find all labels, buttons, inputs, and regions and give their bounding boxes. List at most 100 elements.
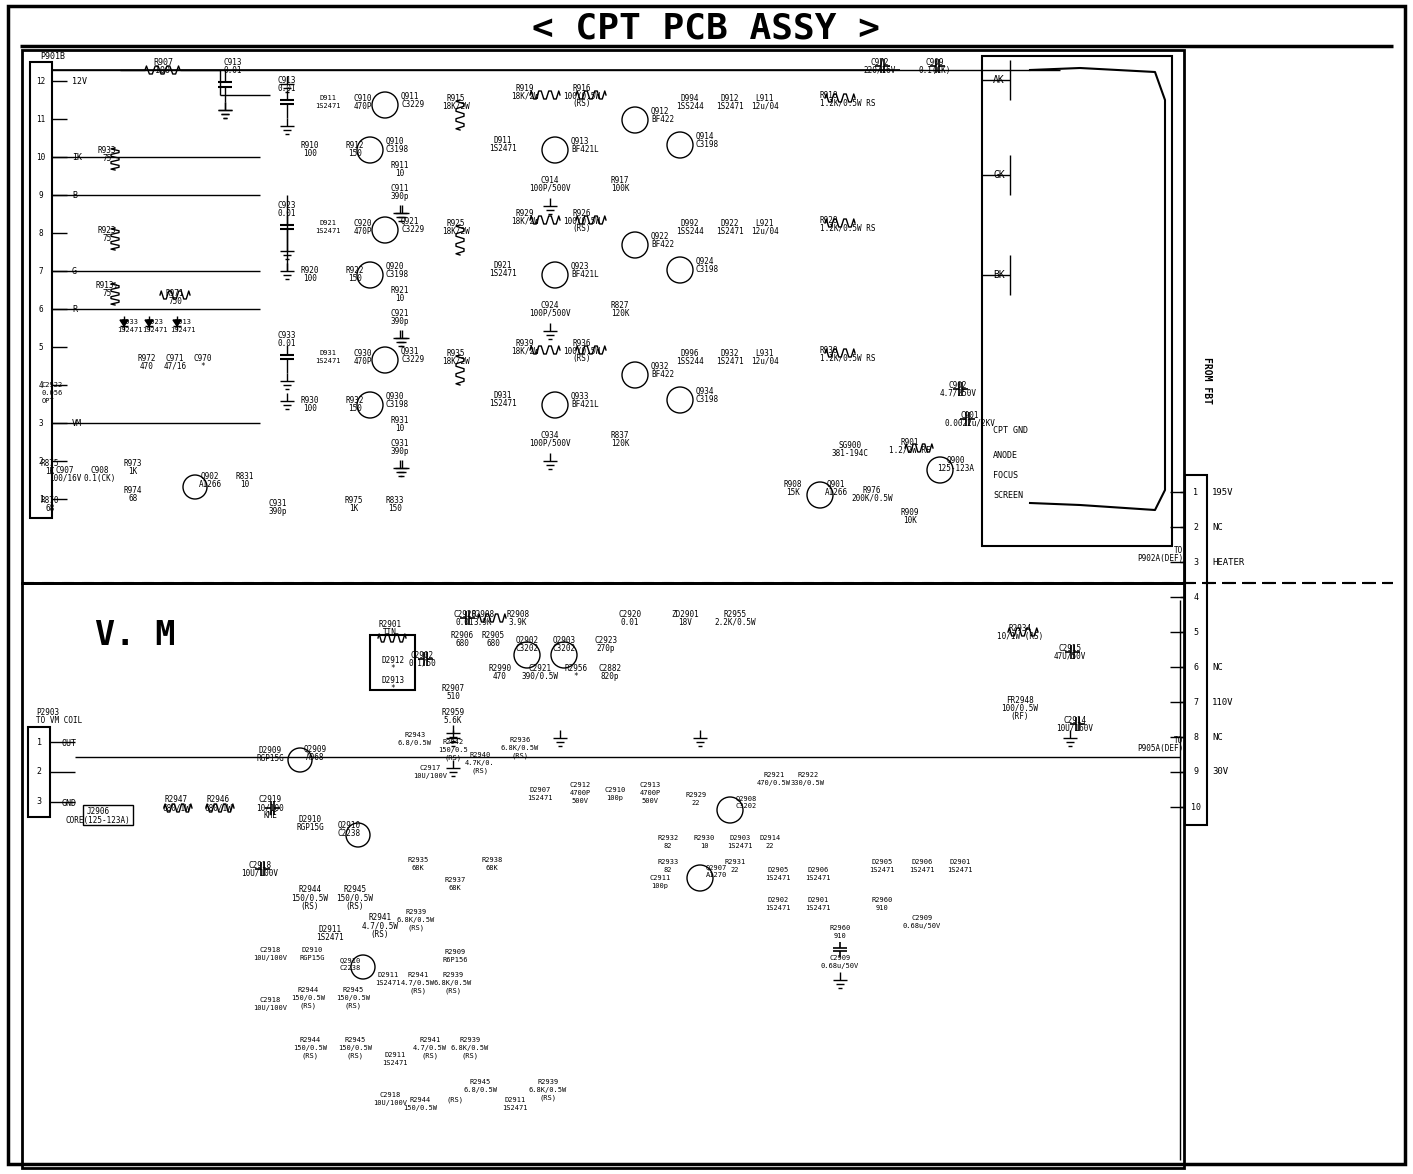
Text: D913: D913: [174, 319, 192, 325]
Text: R929: R929: [516, 209, 534, 217]
Text: 22: 22: [692, 799, 701, 807]
Text: R975: R975: [345, 495, 363, 505]
Text: (RS): (RS): [462, 1053, 479, 1059]
Text: (RS): (RS): [346, 1053, 363, 1059]
Text: 11: 11: [37, 115, 45, 123]
Text: R917: R917: [610, 175, 629, 184]
Text: 18K/2W: 18K/2W: [512, 92, 538, 101]
Text: Q2910: Q2910: [339, 957, 360, 963]
Text: Q913: Q913: [571, 136, 589, 146]
Text: 6.8K/0.5W: 6.8K/0.5W: [500, 745, 540, 751]
Text: R2955: R2955: [723, 609, 746, 619]
Text: 2: 2: [38, 457, 44, 466]
Text: ANODE: ANODE: [993, 451, 1017, 459]
Text: R2944: R2944: [298, 885, 322, 895]
Text: 18K/2W: 18K/2W: [512, 346, 538, 356]
Text: 10U/100V: 10U/100V: [253, 1005, 287, 1011]
Text: R2930: R2930: [694, 835, 715, 841]
Text: VM: VM: [72, 418, 82, 427]
Text: D2901: D2901: [950, 859, 971, 865]
Text: 4.7/0.5W: 4.7/0.5W: [401, 980, 435, 986]
Text: 1S2471: 1S2471: [716, 227, 743, 236]
Text: 18K/2W: 18K/2W: [512, 216, 538, 225]
Text: R2922: R2922: [797, 772, 818, 778]
Text: C2909: C2909: [911, 915, 933, 920]
Text: 22: 22: [731, 868, 739, 873]
Text: (RS): (RS): [410, 987, 427, 994]
Text: D2911: D2911: [504, 1097, 526, 1104]
Text: 22: 22: [766, 843, 774, 849]
Polygon shape: [146, 321, 153, 326]
Text: Q930: Q930: [386, 391, 404, 400]
Text: R935: R935: [447, 349, 465, 358]
Text: 500V: 500V: [571, 798, 588, 804]
Text: 10U/100V: 10U/100V: [253, 954, 287, 962]
Text: 470P: 470P: [353, 357, 372, 365]
Text: R2909: R2909: [444, 949, 466, 954]
Text: Q932: Q932: [651, 362, 670, 371]
Text: B: B: [72, 190, 76, 200]
Text: 9: 9: [38, 190, 44, 200]
Text: 6: 6: [1194, 662, 1198, 672]
Text: R2931: R2931: [725, 859, 746, 865]
Text: 381-194C: 381-194C: [831, 448, 869, 458]
Text: *: *: [574, 672, 578, 681]
Text: C2902: C2902: [410, 650, 434, 660]
Text: 1SS244: 1SS244: [677, 227, 704, 236]
Text: R2933: R2933: [657, 859, 678, 865]
Text: 150/0.5W: 150/0.5W: [291, 996, 325, 1001]
Text: R971: R971: [165, 289, 184, 297]
Text: OUT: OUT: [62, 738, 76, 748]
Text: D931: D931: [493, 391, 513, 399]
Text: 68K: 68K: [486, 865, 499, 871]
Text: CORE(125-123A): CORE(125-123A): [65, 816, 130, 824]
Text: R919: R919: [516, 83, 534, 93]
Text: 10: 10: [240, 479, 250, 488]
Text: 68: 68: [129, 493, 137, 502]
Text: BF421L: BF421L: [571, 399, 599, 409]
Text: 10U/100V: 10U/100V: [413, 772, 447, 780]
Text: 3.9K: 3.9K: [509, 618, 527, 627]
Text: C921: C921: [391, 309, 410, 317]
Text: Q901: Q901: [827, 479, 845, 488]
Text: C3229: C3229: [401, 224, 424, 234]
Text: C2911: C2911: [650, 875, 671, 880]
Text: *: *: [201, 362, 205, 371]
Text: CPT GND: CPT GND: [993, 425, 1029, 434]
Text: KME: KME: [263, 811, 277, 821]
Text: R: R: [72, 304, 76, 313]
Text: D2910: D2910: [301, 947, 322, 953]
Text: 8: 8: [1194, 733, 1198, 742]
Text: 6: 6: [38, 304, 44, 313]
Text: C3229: C3229: [401, 355, 424, 364]
Text: P2903: P2903: [35, 708, 59, 716]
Text: FROM FBT: FROM FBT: [1202, 357, 1212, 404]
Text: TO VM COIL: TO VM COIL: [35, 715, 82, 724]
Text: Q922: Q922: [651, 231, 670, 241]
Text: 1S2471: 1S2471: [117, 328, 143, 333]
Text: 100: 100: [155, 66, 171, 74]
Text: 150: 150: [348, 404, 362, 412]
Text: D996: D996: [681, 349, 699, 358]
Text: 0.68u/50V: 0.68u/50V: [903, 923, 941, 929]
Text: 0.01: 0.01: [278, 83, 297, 93]
Text: 1.2K/0.5W RS: 1.2K/0.5W RS: [820, 353, 876, 363]
Bar: [23, 583, 1184, 1168]
Text: C2920: C2920: [454, 609, 476, 619]
Text: 75: 75: [102, 154, 112, 162]
Text: C934: C934: [541, 431, 560, 439]
Text: (RS): (RS): [345, 1003, 362, 1010]
Text: R973: R973: [124, 459, 143, 467]
Text: C3198: C3198: [386, 399, 410, 409]
Text: A968: A968: [305, 753, 324, 762]
Text: R909: R909: [900, 507, 920, 517]
Text: R916: R916: [572, 83, 591, 93]
Text: 7: 7: [1194, 697, 1198, 707]
Text: 1S2471: 1S2471: [766, 905, 791, 911]
Text: 100p: 100p: [651, 883, 668, 889]
Text: NC: NC: [1212, 662, 1222, 672]
Text: R2921: R2921: [763, 772, 784, 778]
Text: R2939: R2939: [459, 1037, 480, 1043]
Text: C2923: C2923: [595, 635, 617, 645]
Text: C2921: C2921: [528, 663, 551, 673]
